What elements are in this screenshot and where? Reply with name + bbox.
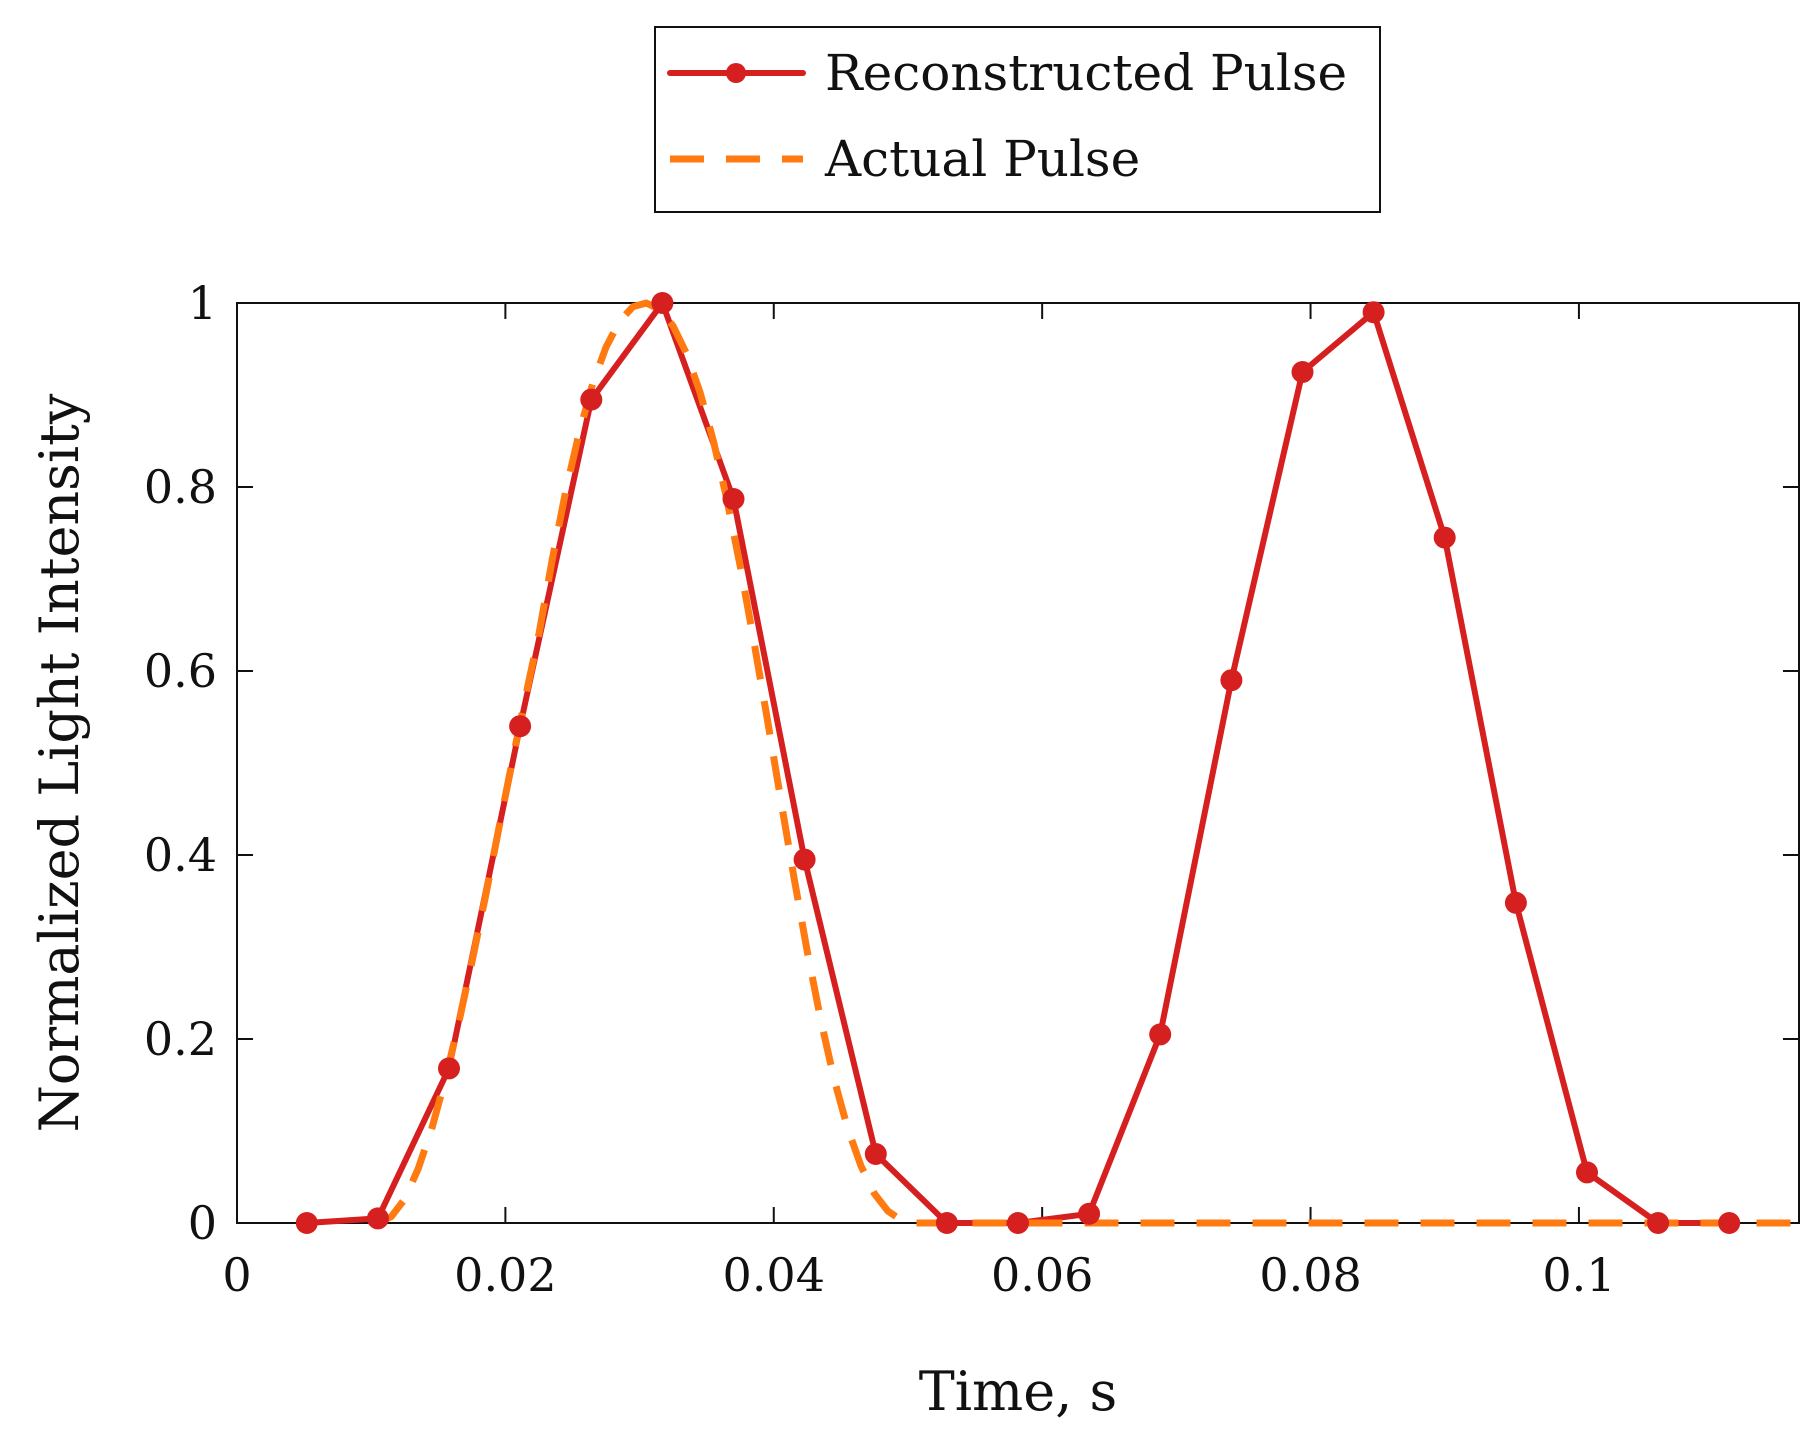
x-axis: 0 0.02 0.04 0.06 0.08 0.1 — [222, 303, 1616, 1302]
x-axis-title: Time, s — [919, 1360, 1118, 1423]
x-tick-label: 0.1 — [1542, 1248, 1615, 1302]
data-point-reconstructed — [793, 848, 816, 871]
y-axis: 0 0.2 0.4 0.6 0.8 1 — [144, 276, 1799, 1250]
data-point-reconstructed — [1007, 1212, 1029, 1234]
legend-label-reconstructed: Reconstructed Pulse — [825, 44, 1347, 102]
legend: Reconstructed Pulse Actual Pulse — [654, 26, 1381, 213]
data-point-reconstructed — [651, 292, 674, 314]
data-point-reconstructed — [295, 1212, 318, 1234]
data-point-reconstructed — [366, 1207, 389, 1230]
legend-label-actual: Actual Pulse — [824, 130, 1140, 188]
series-layer — [295, 292, 1799, 1234]
data-point-reconstructed — [935, 1212, 958, 1234]
data-point-reconstructed — [1718, 1212, 1741, 1234]
data-point-reconstructed — [1220, 669, 1243, 692]
data-point-reconstructed — [438, 1057, 460, 1080]
x-tick-label: 0 — [222, 1248, 251, 1302]
y-tick-label: 0.4 — [144, 828, 217, 882]
legend-box — [654, 26, 1381, 213]
data-point-reconstructed — [1291, 361, 1314, 383]
x-tick-label: 0.02 — [454, 1248, 556, 1302]
data-point-reconstructed — [1504, 891, 1527, 914]
x-tick-label: 0.06 — [991, 1248, 1093, 1302]
y-tick-label: 0 — [188, 1196, 217, 1250]
data-point-reconstructed — [1362, 301, 1385, 324]
y-tick-label: 1 — [188, 276, 217, 330]
data-point-reconstructed — [1149, 1023, 1172, 1046]
x-tick-label: 0.04 — [723, 1248, 825, 1302]
data-point-reconstructed — [509, 715, 532, 738]
data-point-reconstructed — [1433, 526, 1456, 549]
data-point-reconstructed — [580, 388, 603, 411]
y-tick-label: 0.2 — [144, 1012, 217, 1066]
data-point-reconstructed — [722, 488, 745, 510]
data-point-reconstructed — [1647, 1212, 1670, 1234]
x-tick-label: 0.08 — [1259, 1248, 1361, 1302]
series-line-reconstructed-pulse — [303, 300, 1733, 1226]
y-tick-label: 0.6 — [144, 644, 217, 698]
y-axis-title: Normalized Light Intensity — [28, 393, 91, 1132]
data-point-reconstructed — [1078, 1202, 1101, 1225]
y-tick-label: 0.8 — [144, 460, 217, 514]
legend-marker-reconstructed — [726, 63, 746, 83]
data-point-reconstructed — [864, 1143, 887, 1165]
series-line-actual-pulse — [376, 299, 1799, 1227]
data-point-reconstructed — [1576, 1161, 1598, 1184]
